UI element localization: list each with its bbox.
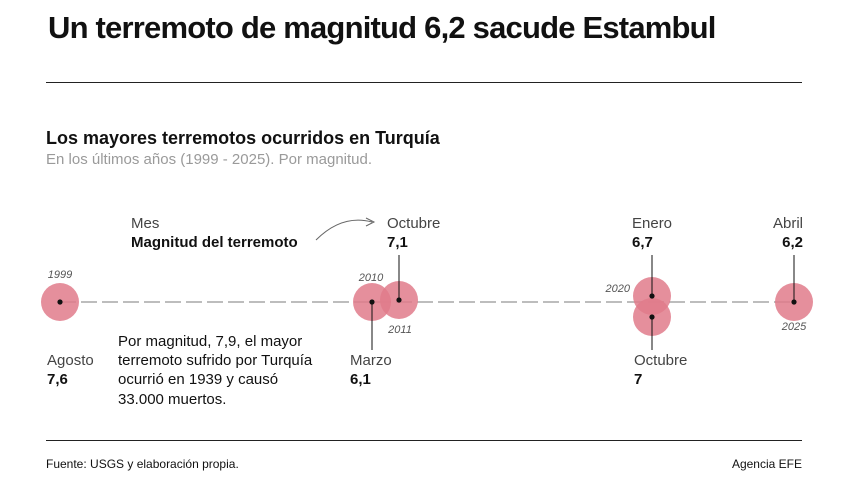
- legend-month-label: Mes: [131, 215, 159, 232]
- event-magnitude-label: 7,1: [387, 234, 408, 251]
- event-month-label: Marzo: [350, 352, 392, 369]
- event-dot: [57, 299, 63, 305]
- event-year-label: 2020: [605, 283, 631, 295]
- chart-title: Los mayores terremotos ocurridos en Turq…: [46, 128, 440, 148]
- label-layer: 1999 Agosto 7,6 2010 Marzo 6,1 2011 Octubre 7,1 2…: [47, 215, 807, 388]
- dot-layer: [57, 255, 797, 350]
- event-dot: [791, 299, 797, 305]
- event-magnitude-label: 7: [634, 371, 642, 388]
- event-month-label: Octubre: [387, 215, 440, 232]
- source-note: Fuente: USGS y elaboración propia.: [46, 457, 239, 471]
- event-month-label: Enero: [632, 215, 672, 232]
- event-year-label: 2011: [387, 324, 412, 336]
- annotation-line: Por magnitud, 7,9, el mayor: [118, 333, 302, 350]
- bubble-layer: [41, 277, 813, 336]
- event-year-label: 1999: [48, 269, 72, 281]
- event-year-label: 2010: [358, 272, 384, 284]
- event-dot: [649, 293, 655, 299]
- event-dot: [369, 299, 375, 305]
- annotation-line: 33.000 muertos.: [118, 391, 226, 408]
- agency-credit: Agencia EFE: [731, 457, 802, 471]
- legend-arrowhead: [365, 217, 376, 227]
- event-magnitude-label: 6,1: [350, 371, 371, 388]
- chart-subtitle: En los últimos años (1999 - 2025). Por m…: [46, 151, 373, 168]
- event-month-label: Abril: [773, 215, 803, 232]
- event-dot: [396, 297, 402, 303]
- event-magnitude-label: 7,6: [47, 371, 68, 388]
- event-month-label: Octubre: [634, 352, 687, 369]
- event-magnitude-label: 6,7: [632, 234, 653, 251]
- event-dot: [649, 314, 655, 320]
- annotation-line: ocurrió en 1939 y causó: [118, 371, 278, 388]
- legend-magnitude-label: Magnitud del terremoto: [131, 234, 298, 251]
- event-magnitude-label: 6,2: [782, 234, 803, 251]
- annotation: Por magnitud, 7,9, el mayor terremoto su…: [118, 333, 313, 408]
- event-year-label: 2025: [781, 321, 807, 333]
- headline: Un terremoto de magnitud 6,2 sacude Esta…: [48, 10, 716, 45]
- top-divider: [46, 82, 802, 83]
- annotation-line: terremoto sufrido por Turquía: [118, 352, 313, 369]
- bottom-divider: [46, 440, 802, 441]
- event-month-label: Agosto: [47, 352, 94, 369]
- legend-arrow: [315, 219, 373, 241]
